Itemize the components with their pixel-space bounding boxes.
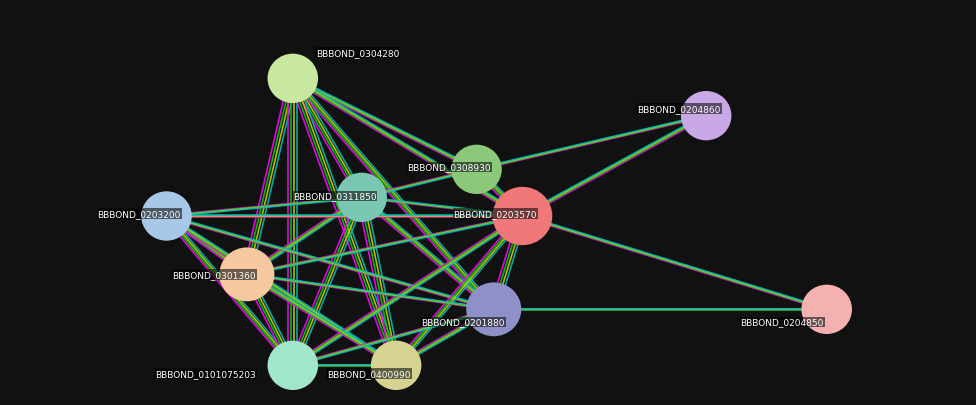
- Text: BBBOND_0311850: BBBOND_0311850: [293, 192, 377, 201]
- Text: BBBOND_0203570: BBBOND_0203570: [454, 210, 537, 219]
- Ellipse shape: [267, 341, 318, 390]
- Ellipse shape: [337, 173, 386, 222]
- Text: BBBOND_0101075203: BBBOND_0101075203: [155, 369, 256, 378]
- Ellipse shape: [142, 192, 191, 241]
- Text: BBBOND_0204860: BBBOND_0204860: [637, 105, 720, 114]
- Ellipse shape: [801, 285, 852, 334]
- Text: BBBOND_0204850: BBBOND_0204850: [741, 318, 824, 326]
- Ellipse shape: [467, 283, 521, 337]
- Text: BBBOND_0301360: BBBOND_0301360: [172, 270, 256, 279]
- Ellipse shape: [220, 248, 274, 301]
- Text: BBBOND_0308930: BBBOND_0308930: [408, 163, 491, 172]
- Text: BBBOND_0201880: BBBOND_0201880: [422, 318, 505, 326]
- Ellipse shape: [371, 341, 422, 390]
- Ellipse shape: [493, 188, 552, 245]
- Ellipse shape: [681, 92, 731, 141]
- Text: BBBOND_0400990: BBBOND_0400990: [327, 369, 411, 378]
- Ellipse shape: [451, 145, 502, 194]
- Text: BBBOND_0203200: BBBOND_0203200: [98, 210, 181, 219]
- Ellipse shape: [267, 55, 318, 104]
- Text: BBBOND_0304280: BBBOND_0304280: [316, 49, 399, 58]
